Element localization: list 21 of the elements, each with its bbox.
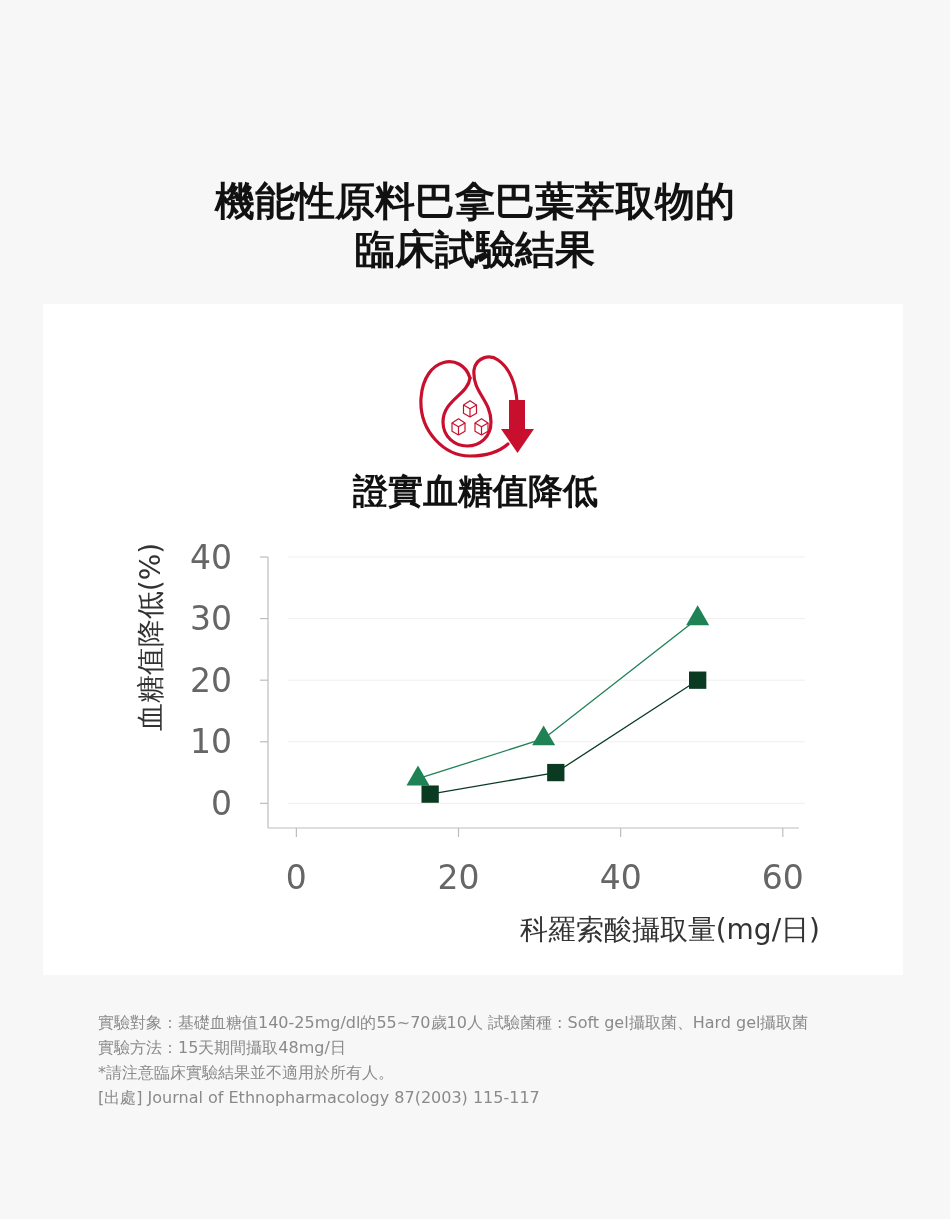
x-tick-label: 60: [761, 857, 804, 897]
x-tick-label: 20: [437, 857, 480, 897]
point: [689, 671, 707, 689]
text: 實驗方法：15天期間攝取48mg/日: [98, 1038, 346, 1057]
y-tick-label: 0: [211, 783, 232, 823]
y-tick-label: 30: [190, 599, 232, 639]
point: [686, 605, 710, 626]
y-tick-label: 20: [190, 660, 232, 700]
point: [547, 763, 565, 782]
x-tick-label: 40: [599, 857, 642, 897]
y-tick-label: 40: [190, 537, 232, 577]
x-axis-title: 科羅索酸攝取量(mg/日): [519, 913, 820, 946]
y-axis-title: 血糖值降低(%): [133, 542, 167, 732]
text: *請注意臨床實驗結果並不適用於所有人。: [98, 1063, 394, 1082]
chart-subtitle: 證實血糖值降低: [351, 471, 598, 511]
chart-title: 機能性原料巴拿巴葉萃取物的臨床試驗結果: [214, 178, 735, 272]
y-tick-label: 10: [190, 722, 232, 762]
text: 實驗對象：基礎血糖值140-25mg/dl的55~70歲10人 試驗菌種 : Soft gel攝取菌、Hard gel攝取菌: [98, 1013, 809, 1032]
text: [出處] Journal of Ethnopharmacology 87(2003) 115-117: [98, 1088, 540, 1107]
x-tick-label: 0: [285, 857, 307, 897]
point: [421, 785, 439, 803]
